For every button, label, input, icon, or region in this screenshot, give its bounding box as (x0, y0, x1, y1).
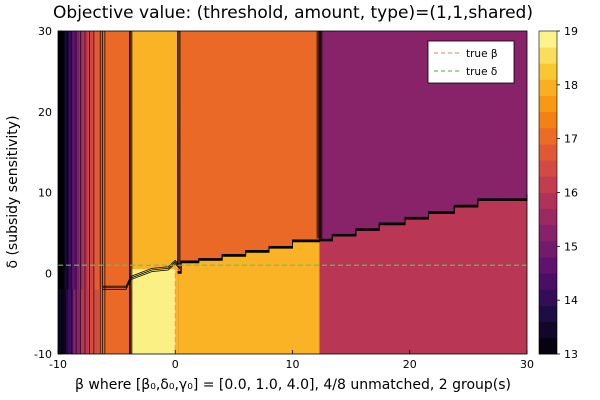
lower-left-band-1 (66, 289, 74, 354)
right-purple-region (319, 31, 527, 241)
colorbar-segment-18 (539, 47, 557, 64)
x-tick-label: 20 (403, 358, 417, 371)
colorbar-segment-0 (539, 337, 557, 355)
colorbar-segment-8 (539, 208, 557, 226)
y-tick-label: 10 (38, 187, 52, 200)
bright-region-contour-0 (102, 259, 181, 287)
bright-region-contour-2 (102, 262, 181, 290)
x-tick-label: 30 (520, 358, 534, 371)
colorbar-tick-label: 18 (564, 79, 578, 92)
colorbar-segment-4 (539, 273, 557, 290)
left-band-5 (79, 31, 84, 354)
y-axis-label: δ (subsidy sensitivity) (5, 115, 21, 268)
lower-left-band-3 (80, 289, 89, 354)
left-band-3 (72, 31, 77, 354)
colorbar-segment-12 (539, 144, 557, 161)
colorbar-segment-16 (539, 79, 557, 96)
colorbar-segment-10 (539, 176, 557, 193)
x-axis-label: β where [β₀,δ₀,γ₀] = [0.0, 1.0, 4.0], 4/… (75, 377, 511, 393)
center-bright-region (130, 269, 176, 354)
colorbar-segment-5 (539, 257, 557, 274)
left-band-8 (94, 31, 104, 354)
left-band-1 (64, 31, 70, 354)
left-band-2 (68, 31, 73, 354)
colorbar-segment-9 (539, 192, 557, 210)
colorbar-tick-label: 19 (564, 25, 578, 38)
colorbar-segment-19 (539, 31, 557, 48)
colorbar-segment-7 (539, 224, 557, 242)
reference-lines (58, 264, 527, 354)
y-tick-label: 30 (38, 25, 52, 38)
contour-lines (62, 31, 528, 354)
y-tick-label: 0 (45, 267, 52, 280)
colorbar-tick-label: 13 (564, 348, 578, 361)
lower-left-band-0 (58, 289, 67, 354)
colorbar-segment-6 (539, 240, 557, 258)
left-band-4 (75, 31, 80, 354)
mid-orange-region (177, 31, 320, 274)
colorbar-tick-label: 17 (564, 133, 578, 146)
y-axis-ticks: -10 0 10 20 30 (34, 25, 62, 361)
lower-left-band-2 (73, 289, 81, 354)
colorbar-segment-3 (539, 289, 557, 306)
boundary-contour-left-4 (177, 235, 320, 272)
boundary-contour-right-4 (319, 193, 528, 240)
legend-label-1: true δ (466, 66, 497, 78)
colorbar-segment-2 (539, 305, 557, 323)
y-tick-label: 20 (38, 106, 52, 119)
x-tick-label: 10 (286, 358, 300, 371)
legend-label-0: true β (466, 48, 498, 60)
colorbar-segment-14 (539, 111, 557, 129)
colorbar-segment-1 (539, 321, 557, 339)
colorbar-segment-15 (539, 95, 557, 113)
x-tick-label: 0 (172, 358, 179, 371)
colorbar-segment-13 (539, 127, 557, 145)
chart-title: Objective value: (threshold, amount, typ… (53, 3, 533, 23)
colorbar: 13 14 15 16 17 18 19 (538, 25, 578, 361)
bright-region-contour-1 (102, 261, 181, 289)
colorbar-segment-17 (539, 63, 557, 80)
y-tick-label: -10 (34, 348, 52, 361)
x-tick-label: -10 (49, 358, 67, 371)
colorbar-segment-11 (539, 160, 557, 177)
left-band-6 (83, 31, 89, 354)
left-band-7 (87, 31, 95, 354)
lower-left-band-5 (99, 289, 132, 354)
legend-box (427, 40, 515, 84)
colorbar-tick-label: 14 (564, 294, 578, 307)
x-axis-ticks: -10 0 10 20 30 (49, 350, 534, 371)
colorbar-tick-label: 16 (564, 187, 578, 200)
legend: true β true δ (427, 40, 515, 84)
colorbar-tick-label: 15 (564, 240, 578, 253)
